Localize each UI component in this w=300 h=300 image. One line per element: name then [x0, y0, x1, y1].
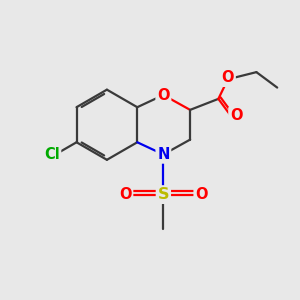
- Text: O: O: [230, 108, 242, 123]
- Text: S: S: [158, 187, 169, 202]
- Text: O: O: [119, 187, 132, 202]
- Text: N: N: [157, 147, 170, 162]
- Text: Cl: Cl: [44, 147, 60, 162]
- Text: O: O: [157, 88, 170, 103]
- Text: O: O: [222, 70, 234, 85]
- Text: O: O: [195, 187, 208, 202]
